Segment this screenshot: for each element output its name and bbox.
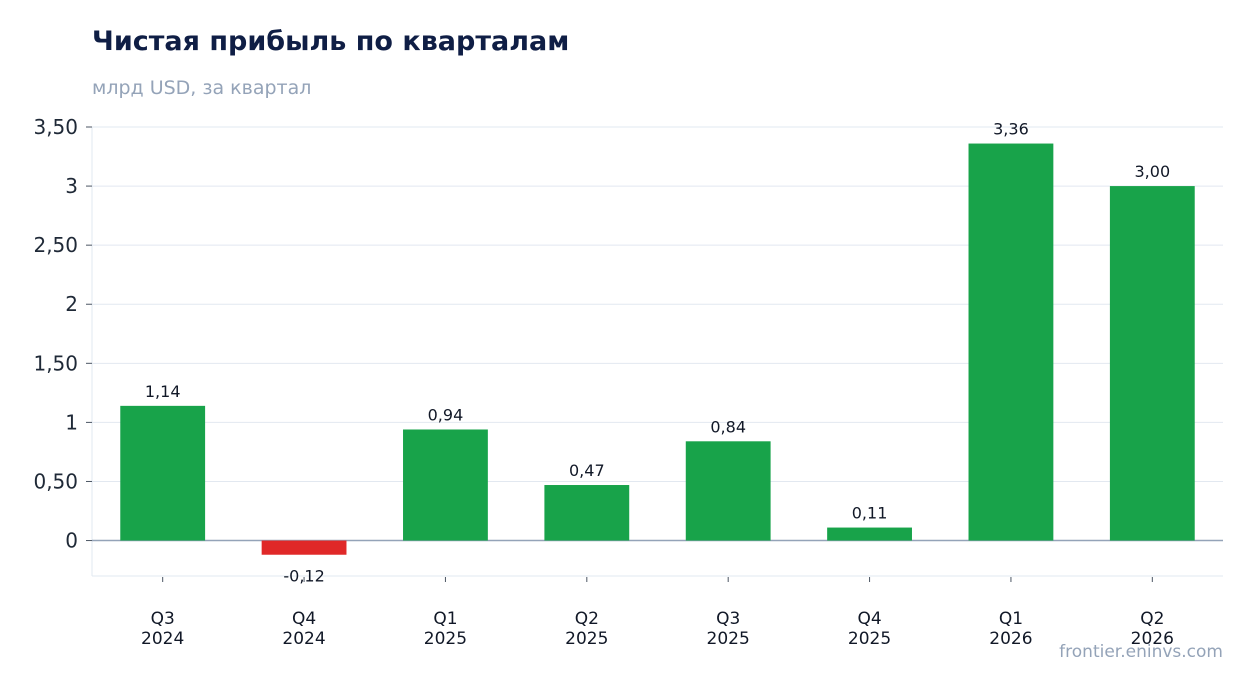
bar bbox=[685, 441, 771, 541]
x-tick-label: Q2 2025 bbox=[565, 609, 608, 649]
y-tick-label: 0,50 bbox=[33, 469, 78, 493]
x-tick-label-line: Q2 bbox=[575, 609, 599, 629]
x-tick-label: Q3 2024 bbox=[141, 609, 184, 649]
x-tick-label-line: Q4 bbox=[857, 609, 881, 629]
x-tick-label-line: 2025 bbox=[424, 629, 467, 649]
data-label: 0,47 bbox=[569, 461, 605, 480]
data-label: 3,36 bbox=[993, 120, 1029, 139]
x-tick-label: Q1 2026 bbox=[989, 609, 1032, 649]
data-label: 0,94 bbox=[428, 405, 464, 424]
y-tick-label: 2 bbox=[65, 292, 78, 316]
x-tick-label-line: 2026 bbox=[989, 629, 1032, 649]
bar bbox=[403, 429, 488, 541]
y-tick-label: 1 bbox=[65, 410, 78, 434]
x-tick-label-line: 2024 bbox=[282, 629, 325, 649]
y-tick-label: 0 bbox=[65, 529, 78, 553]
data-label: -0,12 bbox=[283, 567, 324, 586]
y-tick-label: 2,50 bbox=[33, 233, 78, 257]
data-label: 3,00 bbox=[1135, 162, 1171, 181]
bar bbox=[544, 485, 630, 541]
bar bbox=[827, 527, 912, 541]
data-label: 1,14 bbox=[145, 382, 181, 401]
y-tick-label: 1,50 bbox=[33, 351, 78, 375]
label-layer: 1,14 -0,12 0,94 0,47 0,84 0,11 3,36 3,00 bbox=[145, 120, 1170, 586]
chart-subtitle: млрд USD, за квартал bbox=[92, 77, 312, 99]
bar-layer bbox=[120, 143, 1195, 555]
source-credit: frontier.eninvs.com bbox=[1059, 642, 1223, 662]
bar bbox=[120, 405, 206, 541]
x-tick-label-line: 2026 bbox=[1131, 629, 1174, 649]
x-tick-label: Q1 2025 bbox=[424, 609, 467, 649]
x-tick-label-line: Q1 bbox=[999, 609, 1023, 629]
x-tick-label-line: Q3 bbox=[716, 609, 740, 629]
x-tick-label-line: 2025 bbox=[565, 629, 608, 649]
x-tick-label-line: 2024 bbox=[141, 629, 184, 649]
chart-title: Чистая прибыль по кварталам bbox=[92, 26, 570, 57]
x-tick-label: Q4 2025 bbox=[848, 609, 891, 649]
bar bbox=[968, 143, 1054, 541]
data-label: 0,84 bbox=[710, 417, 746, 436]
bar bbox=[261, 540, 347, 555]
x-tick-label-line: Q2 bbox=[1140, 609, 1164, 629]
bar bbox=[1109, 186, 1195, 541]
x-tick-label-line: 2025 bbox=[848, 629, 891, 649]
x-tick-label-line: Q3 bbox=[151, 609, 175, 629]
y-tick-label: 3 bbox=[65, 174, 78, 198]
x-tick-label-line: Q1 bbox=[433, 609, 457, 629]
y-tick-label: 3,50 bbox=[33, 115, 78, 139]
x-tick-label: Q3 2025 bbox=[707, 609, 750, 649]
x-tick-label: Q2 2026 bbox=[1131, 609, 1174, 649]
data-label: 0,11 bbox=[852, 504, 888, 523]
x-tick-label: Q4 2024 bbox=[282, 609, 325, 649]
x-tick-label-line: 2025 bbox=[707, 629, 750, 649]
x-tick-label-line: Q4 bbox=[292, 609, 316, 629]
